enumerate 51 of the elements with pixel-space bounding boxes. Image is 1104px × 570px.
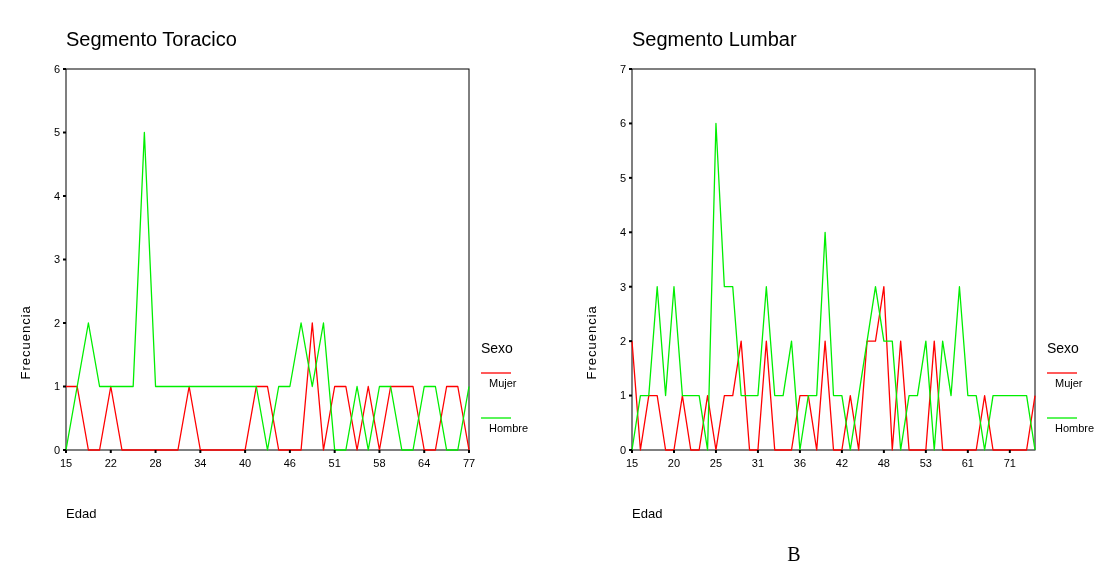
- x-tick-label: 77: [462, 457, 476, 469]
- y-tick-label: 5: [619, 171, 626, 184]
- chart-title: Segmento Lumbar: [632, 28, 797, 50]
- line-series: [631, 286, 1036, 451]
- x-tick-label: 34: [194, 457, 207, 469]
- y-tick-label: 3: [619, 280, 626, 293]
- y-axis-title: Frecuencia: [584, 305, 599, 380]
- x-tick-label: 61: [961, 457, 974, 469]
- y-tick-label: 7: [619, 62, 626, 75]
- x-tick-label: 58: [373, 457, 386, 469]
- x-tick-label: 15: [625, 457, 639, 469]
- y-tick-label: 0: [53, 443, 60, 456]
- x-tick-label: 64: [418, 457, 431, 469]
- x-axis-title: Edad: [632, 506, 663, 521]
- chart-title: Segmento Toracico: [66, 28, 237, 50]
- x-tick-label: 48: [877, 457, 890, 469]
- legend-label: Mujer: [1055, 377, 1083, 389]
- y-tick-label: 5: [53, 126, 60, 139]
- legend-title: Sexo: [1047, 340, 1080, 356]
- y-tick-label: 0: [619, 443, 626, 456]
- legend-title: Sexo: [481, 340, 514, 356]
- x-tick-label: 22: [104, 457, 117, 469]
- y-axis-title: Frecuencia: [18, 305, 33, 380]
- y-tick-label: 6: [619, 117, 626, 130]
- y-tick-label: 3: [53, 253, 60, 266]
- legend-label: Hombre: [1055, 422, 1095, 434]
- x-tick-label: 40: [238, 457, 252, 469]
- y-tick-label: 6: [53, 62, 60, 75]
- line-series: [65, 131, 470, 451]
- x-axis-title: Edad: [66, 506, 97, 521]
- y-tick-label: 1: [53, 380, 60, 393]
- legend-label: Hombre: [489, 422, 529, 434]
- x-tick-label: 31: [751, 457, 765, 469]
- x-tick-label: 15: [59, 457, 73, 469]
- y-tick-label: 2: [53, 316, 60, 329]
- y-tick-label: 4: [53, 189, 60, 202]
- x-tick-label: 46: [283, 457, 297, 469]
- x-tick-label: 42: [835, 457, 849, 469]
- line-series: [631, 122, 1036, 451]
- x-tick-label: 25: [709, 457, 723, 469]
- x-tick-label: 36: [793, 457, 807, 469]
- text: B: [787, 543, 801, 565]
- y-tick-label: 1: [619, 389, 626, 402]
- x-tick-label: 71: [1003, 457, 1016, 469]
- y-tick-label: 4: [619, 226, 626, 239]
- legend-label: Mujer: [489, 377, 517, 389]
- x-tick-label: 53: [919, 457, 932, 469]
- x-tick-label: 51: [328, 457, 341, 469]
- x-tick-label: 20: [667, 457, 681, 469]
- y-tick-label: 2: [619, 334, 626, 347]
- x-tick-label: 28: [149, 457, 162, 469]
